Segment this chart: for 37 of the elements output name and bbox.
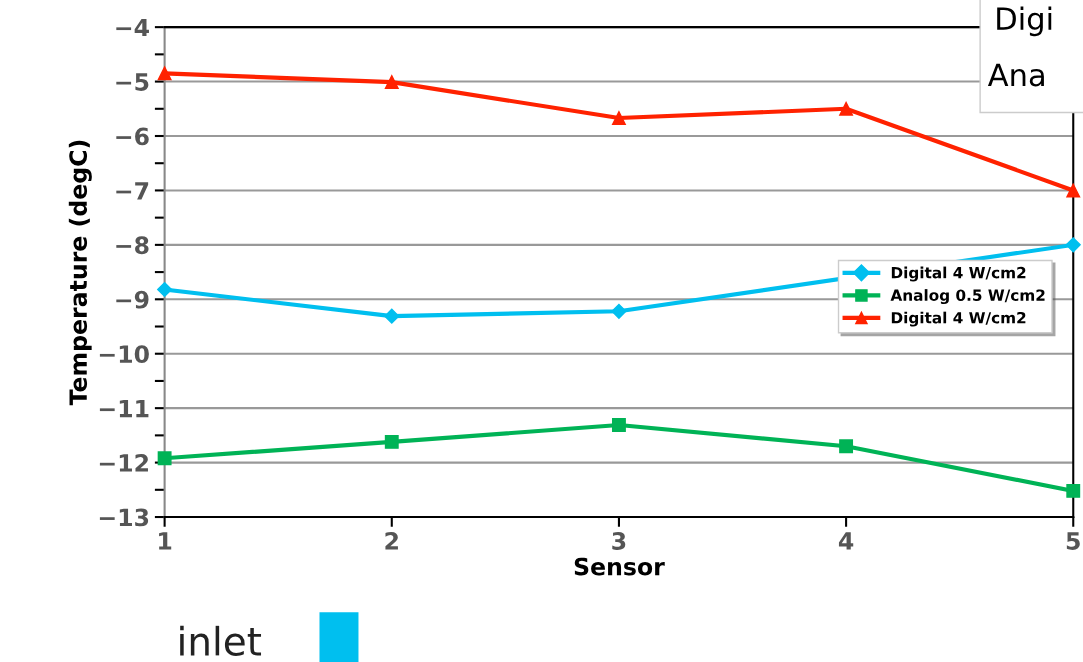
x-axis-title: Sensor (574, 557, 665, 576)
x-tick-label: 1 (159, 532, 172, 550)
legend-label: Digital 4 W/cm2 (891, 311, 1026, 327)
point (1066, 183, 1081, 198)
point (384, 75, 399, 90)
x-tick-label: 4 (838, 532, 854, 550)
y-tick-label: −5 (116, 73, 149, 91)
point (839, 101, 854, 116)
y-tick-label: −7 (116, 182, 149, 200)
x-tick-label: 3 (612, 532, 626, 550)
point (611, 303, 627, 319)
y-tick-label: −6 (116, 127, 149, 146)
point (839, 439, 854, 454)
annotation: Ana (987, 63, 1044, 87)
y-tick-label: −11 (99, 399, 149, 418)
point (157, 281, 173, 298)
x-tick-label: 5 (1066, 532, 1080, 550)
point (1065, 237, 1081, 253)
point (384, 308, 400, 324)
y-axis-title: Temperature (degC) (68, 140, 92, 406)
point (611, 111, 626, 125)
point (1066, 483, 1081, 498)
text: inlet (180, 625, 262, 656)
point (157, 66, 172, 81)
point (384, 434, 399, 449)
x-tick-label: 2 (385, 532, 398, 550)
point (611, 418, 626, 432)
y-tick-label: −8 (116, 236, 149, 255)
y-tick-label: −9 (116, 290, 149, 309)
legend-label: Analog 0.5 W/cm2 (890, 289, 1045, 305)
y-tick-label: −12 (99, 454, 148, 472)
legend-label: Digital 4 W/cm2 (891, 266, 1026, 282)
annotation: Digi (997, 6, 1052, 37)
y-tick-label: −10 (99, 345, 149, 364)
point (157, 451, 172, 466)
y-tick-label: −13 (99, 508, 149, 527)
y-tick-label: −4 (116, 18, 149, 37)
